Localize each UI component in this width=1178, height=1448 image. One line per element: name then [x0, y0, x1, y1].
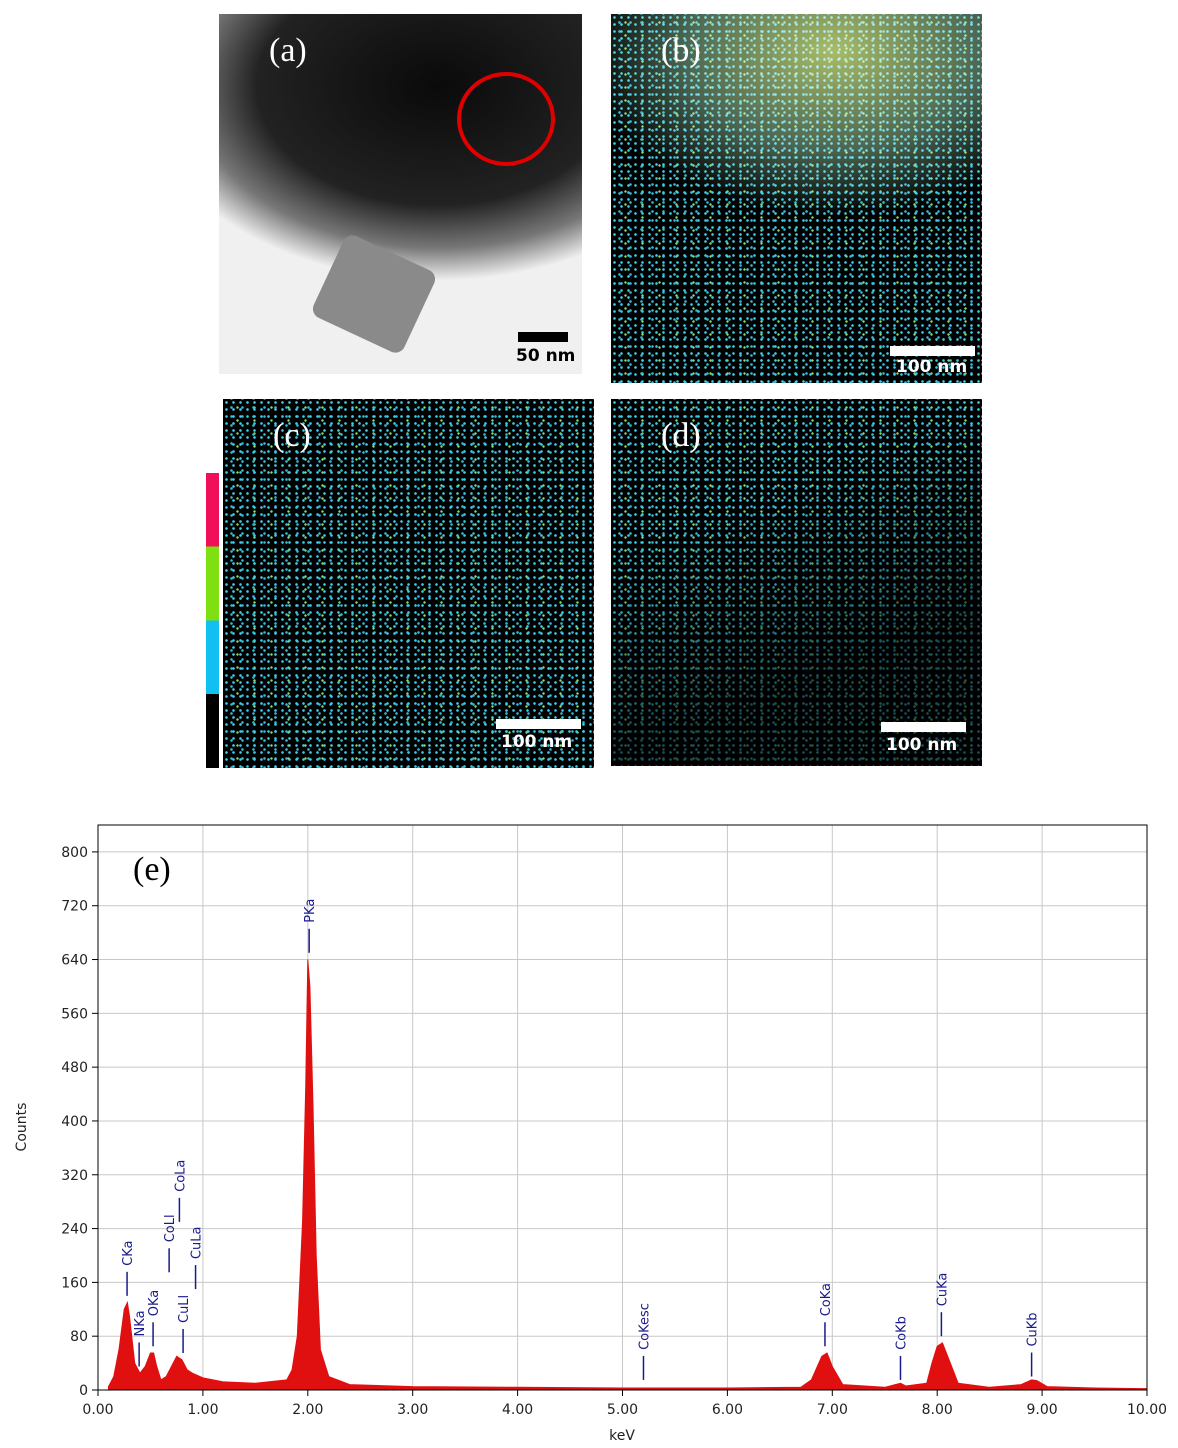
peak-label: CuLl [177, 1295, 192, 1323]
peak-label: PKa [303, 899, 318, 923]
peak-label: CKa [121, 1240, 136, 1265]
peak-label: CuKa [935, 1273, 950, 1307]
peak-label: CoKa [819, 1283, 834, 1316]
y-tick-label: 400 [61, 1114, 88, 1130]
x-tick-label: 4.00 [502, 1402, 533, 1418]
panel-b: (b) 100 nm [611, 14, 982, 383]
y-tick-label: 0 [79, 1383, 88, 1399]
y-tick-label: 800 [61, 845, 88, 861]
y-tick-label: 320 [61, 1168, 88, 1184]
scale-bar [518, 332, 568, 342]
peak-label: CoLl [163, 1214, 178, 1242]
panel-label: (a) [269, 32, 307, 70]
scale-bar-label: 50 nm [516, 346, 575, 366]
scale-bar [881, 722, 966, 732]
panel-label: (b) [661, 32, 701, 70]
x-axis-label: keV [609, 1428, 635, 1444]
y-tick-label: 80 [70, 1329, 88, 1345]
y-axis-label: Counts [14, 1103, 30, 1152]
y-tick-label: 240 [61, 1222, 88, 1238]
panel-d: (d) 100 nm [611, 399, 982, 766]
panel-label: (e) [133, 851, 171, 888]
y-tick-label: 640 [61, 953, 88, 969]
x-tick-label: 10.00 [1127, 1402, 1167, 1418]
page: (a) 50 nm (b) 100 nm (c) 100 nm (d) 100 … [0, 0, 1178, 1448]
peak-label: CuLa [190, 1227, 205, 1260]
y-tick-label: 720 [61, 899, 88, 915]
x-tick-label: 5.00 [607, 1402, 638, 1418]
x-tick-label: 6.00 [712, 1402, 743, 1418]
peak-label: CuKb [1026, 1312, 1041, 1346]
x-tick-label: 9.00 [1027, 1402, 1058, 1418]
peak-label: OKa [147, 1290, 162, 1317]
panel-a: (a) 50 nm [219, 14, 582, 374]
scale-bar-label: 100 nm [896, 357, 967, 377]
peak-label: CoKb [894, 1316, 909, 1350]
panel-label: (c) [273, 417, 311, 455]
scale-bar-label: 100 nm [501, 732, 572, 752]
x-tick-label: 7.00 [817, 1402, 848, 1418]
x-tick-label: 2.00 [292, 1402, 323, 1418]
scale-bar [890, 346, 975, 356]
y-tick-label: 160 [61, 1275, 88, 1291]
peak-label: NKa [133, 1310, 148, 1336]
x-tick-label: 1.00 [187, 1402, 218, 1418]
particle [310, 232, 439, 356]
circle-marker [457, 72, 555, 166]
peak-label: CoLa [173, 1160, 188, 1192]
y-tick-label: 560 [61, 1006, 88, 1022]
peak-label: CoKesc [637, 1303, 652, 1350]
panel-c: (c) 100 nm [223, 399, 594, 768]
panel-label: (d) [661, 417, 701, 455]
spectrum-chart: (e) keV Counts 0 80 160 240 320 400 480 560 640 7… [0, 790, 1178, 1448]
scale-bar [496, 719, 581, 729]
x-tick-label: 8.00 [922, 1402, 953, 1418]
x-tick-label: 0.00 [82, 1402, 113, 1418]
scale-bar-label: 100 nm [886, 735, 957, 755]
y-tick-label: 480 [61, 1060, 88, 1076]
color-scale [206, 473, 219, 768]
x-tick-label: 3.00 [397, 1402, 428, 1418]
